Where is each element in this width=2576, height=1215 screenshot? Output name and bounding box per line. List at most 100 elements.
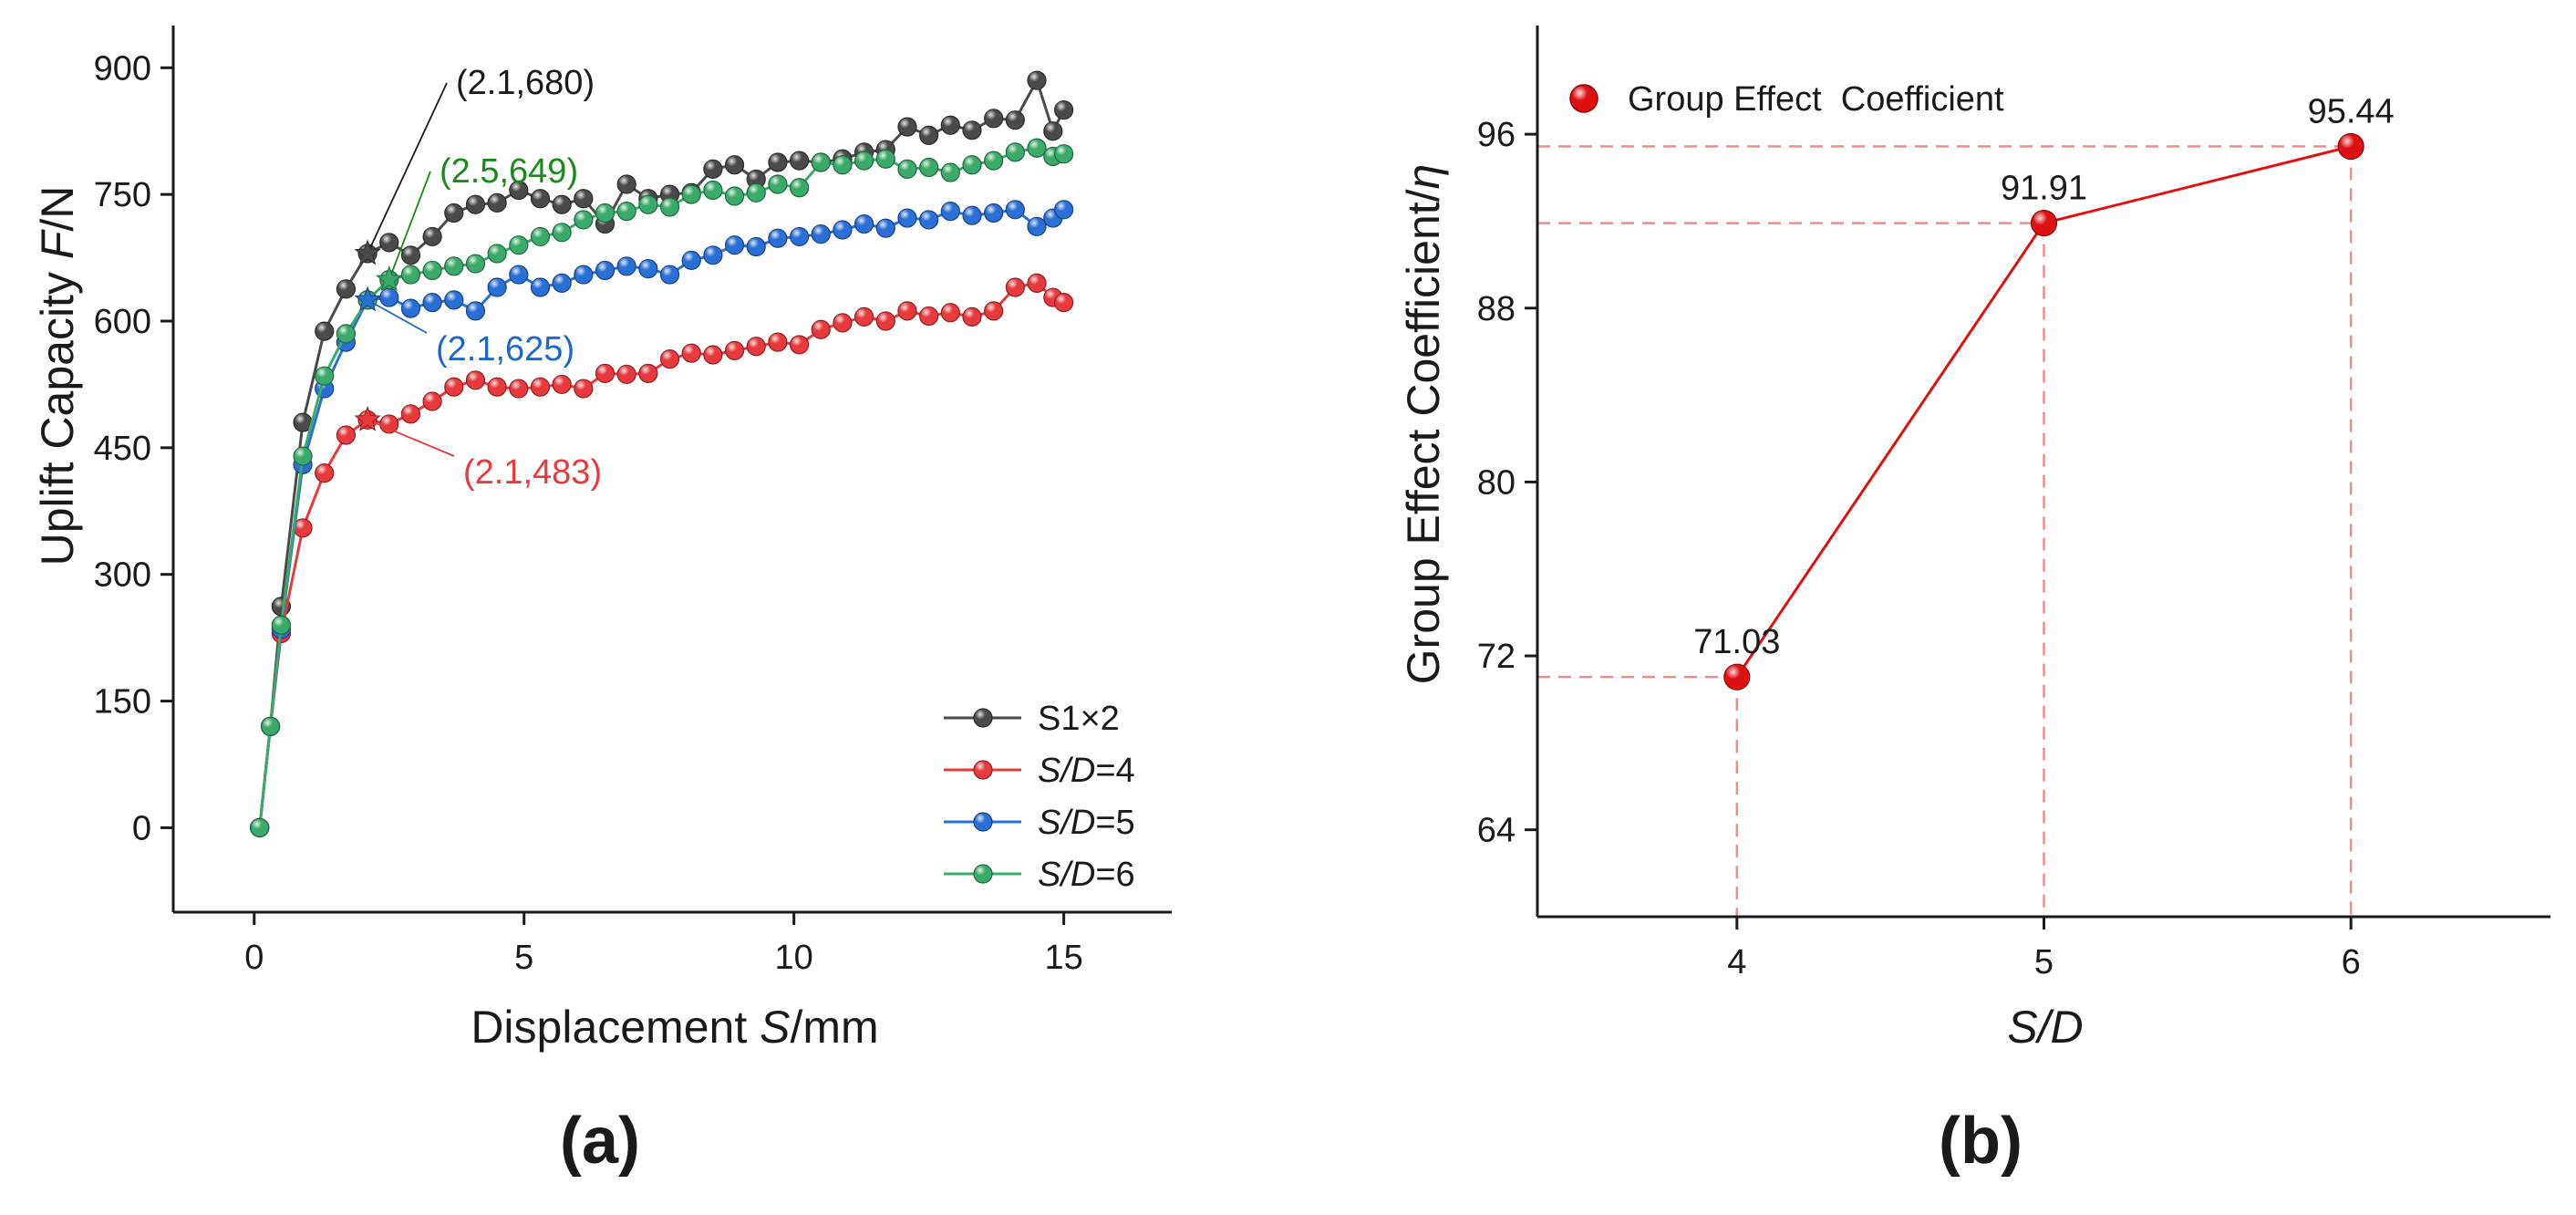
panel-a-annotation-leader	[388, 171, 431, 280]
panel-a-data-point-shine	[595, 261, 615, 280]
panel-a-data-point-shine	[466, 370, 485, 389]
panel-a-data-point-shine	[941, 303, 960, 322]
panel-a-data-point-shine	[423, 227, 442, 246]
panel-a-data-point-shine	[444, 378, 463, 397]
panel-a-data-point-shine	[272, 616, 291, 635]
panel-a-data-point-shine	[854, 307, 874, 327]
panel-a-data-point-shine	[703, 346, 722, 365]
panel-a-data-point-shine	[919, 158, 938, 177]
panel-a-data-point-shine	[854, 151, 874, 171]
panel-a-y-tick-label: 450	[94, 430, 151, 468]
panel-a-data-point-shine	[1043, 121, 1062, 140]
panel-a-data-point-shine	[379, 414, 398, 433]
panel-a-data-point-shine	[854, 214, 874, 234]
panel-a-y-tick-label: 600	[94, 303, 151, 341]
panel-a-data-point-shine	[897, 118, 916, 137]
panel-b-y-tick-label: 88	[1477, 290, 1516, 328]
panel-a-y-tick-label: 0	[132, 809, 151, 847]
panel-a-data-point-shine	[725, 186, 744, 205]
panel-b-legend-label: Group Effect Coefficient	[1628, 80, 2004, 119]
panel-a-data-point-shine	[725, 155, 744, 174]
panel-b-value-label: 71.03	[1693, 623, 1780, 661]
panel-a-data-point-shine	[897, 301, 916, 320]
panel-a-data-point-shine	[531, 189, 550, 208]
panel-a-label: (a)	[560, 1105, 640, 1178]
panel-a-data-point-shine	[747, 183, 766, 202]
panel-a-data-point-shine	[1028, 274, 1047, 293]
panel-a-data-point-shine	[574, 379, 593, 399]
panel-a-data-point-shine	[790, 178, 809, 197]
panel-a-data-point-shine	[488, 277, 507, 296]
panel-b-data-point-shine	[2031, 210, 2057, 236]
panel-a-y-tick-label: 300	[94, 556, 151, 595]
panel-a-data-point-shine	[574, 265, 593, 285]
panel-a-annotation-star	[376, 265, 403, 292]
panel-a-data-point-shine	[444, 290, 463, 309]
panel-b-x-tick-label: 4	[1727, 943, 1746, 981]
panel-a-annotation-star	[354, 286, 381, 312]
panel-a-data-point-shine	[876, 312, 895, 330]
panel-a-y-tick-label: 900	[94, 49, 151, 88]
panel-a-data-point-shine	[466, 301, 485, 320]
panel-a-data-point-shine	[897, 160, 916, 179]
panel-a-legend-label: S1×2	[1038, 700, 1120, 738]
panel-a-data-point-shine	[768, 175, 787, 194]
panel-a-series-line	[258, 78, 1065, 828]
panel-a-data-point-shine	[444, 256, 463, 275]
panel-a-data-point-shine	[897, 209, 916, 228]
panel-a-data-point-shine	[466, 254, 485, 274]
panel-a-data-point-shine	[574, 210, 593, 229]
panel-a-data-point-shine	[531, 227, 550, 246]
panel-a-legend-label: S/D=5	[1038, 804, 1135, 842]
panel-a-y-axis-label: Uplift Capacity F/N	[32, 186, 83, 566]
panel-a-data-point-shine	[1006, 277, 1025, 296]
panel-a-data-point-shine	[747, 337, 766, 356]
panel-a-data-point-shine	[1054, 293, 1073, 312]
panel-a-data-point-shine	[790, 227, 809, 246]
panel-a-data-point-shine	[725, 341, 744, 360]
panel-a-line-chart: 0 5 10 15 0 150 300 450 600 750 900 (2.1,680) (2.5…	[32, 26, 1172, 1178]
panel-b-value-label: 95.44	[2308, 92, 2395, 130]
panel-a-legend-marker-shine	[974, 813, 992, 831]
panel-a-data-point-shine	[984, 301, 1003, 320]
panel-b-data-point-shine	[2338, 133, 2364, 160]
panel-a-data-point-shine	[488, 244, 507, 263]
panel-a-data-point-shine	[401, 245, 420, 265]
panel-b-x-tick-label: 5	[2034, 943, 2054, 981]
panel-a-data-point-shine	[617, 256, 636, 275]
panel-a-data-point-shine	[660, 349, 679, 369]
panel-a-data-point-shine	[963, 155, 981, 174]
panel-a-data-point-shine	[963, 120, 981, 140]
panel-a-data-point-shine	[617, 202, 636, 221]
panel-a-annotation-star	[354, 405, 381, 431]
panel-a-data-point-shine	[553, 274, 572, 293]
panel-b-x-axis-label: S/D	[2007, 1002, 2083, 1053]
panel-a-data-point-shine	[833, 155, 852, 174]
panel-a-legend-label: S/D=4	[1038, 752, 1135, 790]
panel-a-data-point-shine	[833, 313, 852, 332]
panel-a-data-point-shine	[336, 279, 356, 298]
panel-a-data-point-shine	[984, 109, 1003, 128]
panel-a-series-line	[258, 281, 1065, 828]
panel-a-data-point-shine	[401, 299, 420, 318]
panel-a-data-point-shine	[315, 322, 334, 341]
panel-a-annotation-label: (2.1,680)	[456, 64, 595, 102]
panel-a-data-point-shine	[261, 717, 280, 736]
panel-a-data-point-shine	[984, 151, 1003, 171]
panel-a-data-point-shine	[812, 224, 831, 244]
panel-a-data-point-shine	[379, 233, 398, 252]
panel-a-legend-marker-shine	[974, 761, 992, 779]
panel-a-data-point-shine	[660, 265, 679, 285]
panel-a-data-point-shine	[703, 245, 722, 265]
panel-a-data-point-shine	[466, 195, 485, 214]
panel-a-data-point-shine	[294, 413, 313, 432]
panel-a-data-point-shine	[682, 251, 701, 270]
panel-a-data-point-shine	[919, 126, 938, 145]
panel-a-data-point-shine	[423, 391, 442, 410]
panel-a-legend: S1×2 S/D=4 S/D=5 S/D=6	[944, 700, 1135, 894]
panel-a-data-point-shine	[941, 202, 960, 221]
panel-a-x-tick-label: 0	[244, 939, 264, 977]
panel-a-series-2	[250, 273, 1074, 838]
